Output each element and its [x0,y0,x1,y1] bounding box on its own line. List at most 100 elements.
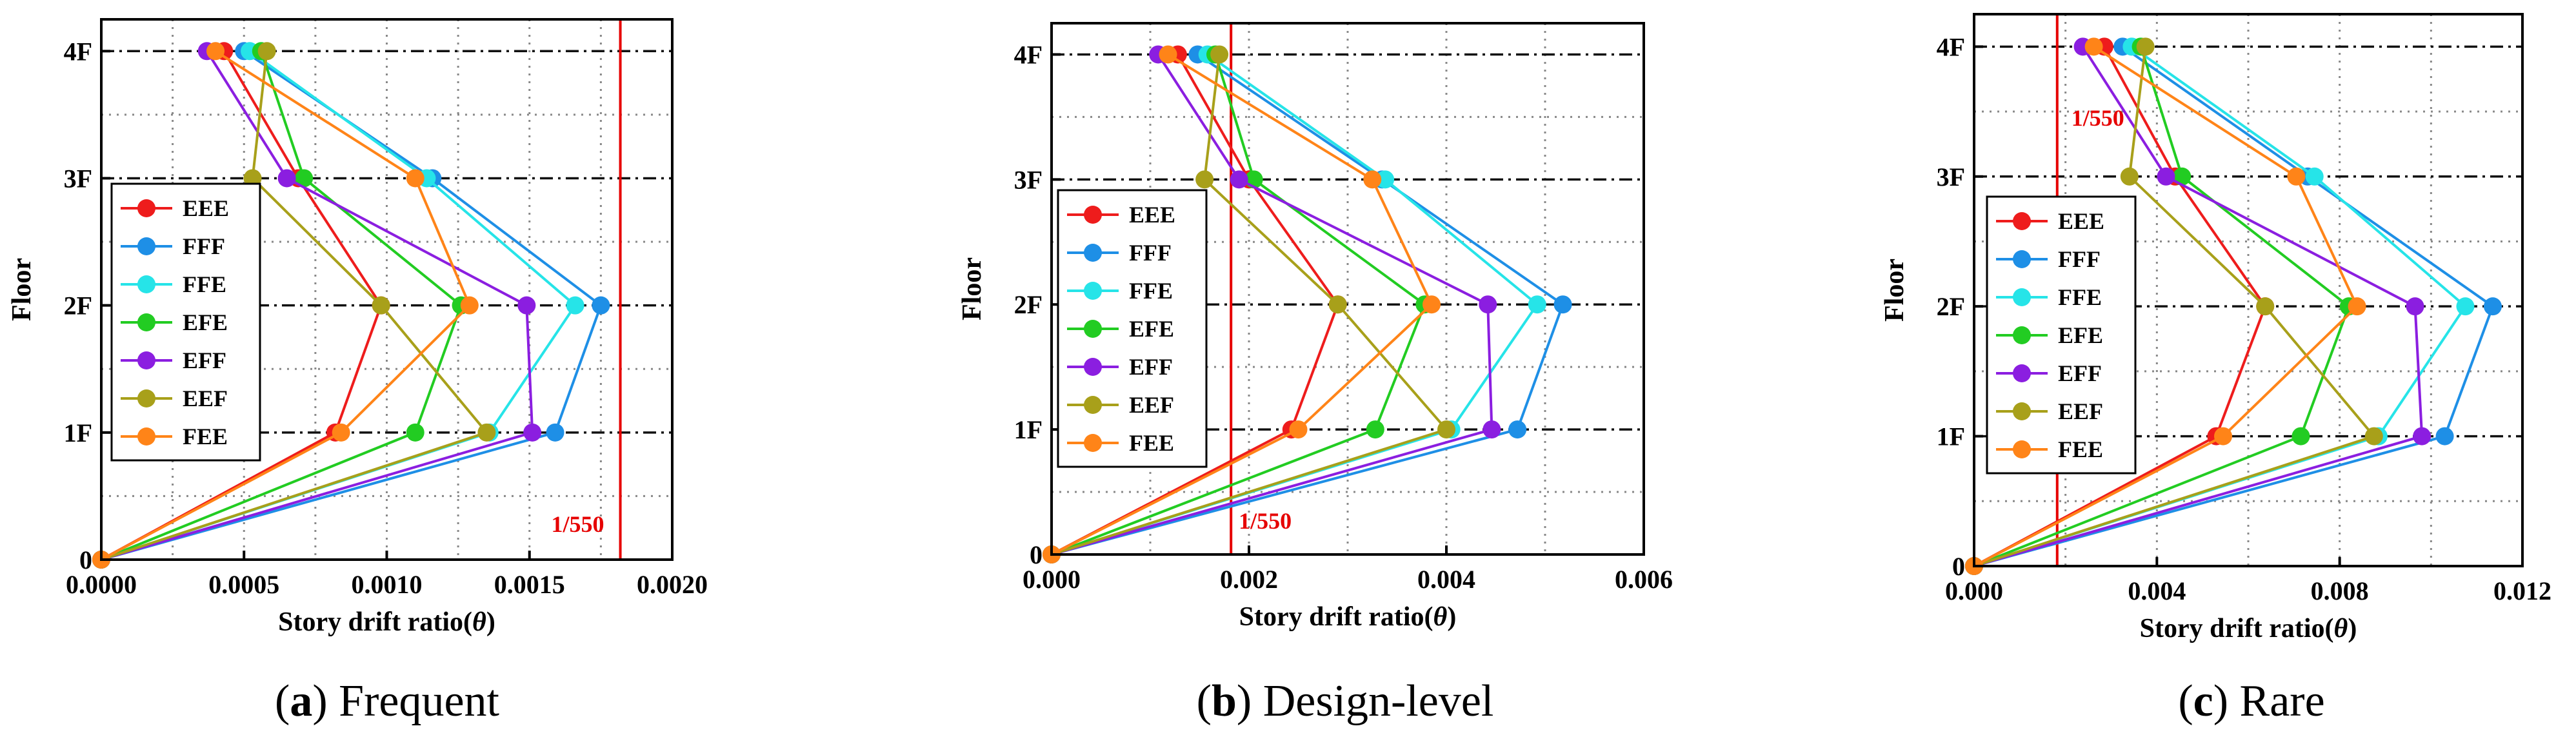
y-tick-label: 2F [1014,290,1043,319]
data-point-fee [2287,167,2306,186]
x-axis-title-close: ) [486,607,495,637]
legend-label-fee: FEE [1129,430,1174,456]
legend-label-eee: EEE [183,195,229,221]
legend-marker-ffe [2013,288,2031,306]
x-tick-label: 0.002 [1220,565,1278,594]
legend: EEE FFF FFE EFE EFF EEF FEE [1986,195,2137,475]
data-point-efe [406,423,424,442]
legend: EEE FFF FFE EFE EFF EEF FEE [1057,189,1208,468]
y-tick-label: 1F [1014,415,1043,444]
legend-label-eff: EFF [1129,354,1173,380]
data-point-eef [1328,295,1347,314]
legend-label-eef: EEF [1129,392,1174,418]
panel-caption: (b) Design-level [1197,676,1494,726]
y-tick-label: 3F [1014,165,1043,194]
x-tick-label: 0.004 [1417,565,1475,594]
legend-marker-eef [2013,402,2031,420]
caption-title: ) Design-level [1237,676,1493,726]
caption-letter: a [290,676,312,726]
caption-letter: b [1212,676,1237,726]
legend-label-fff: FFF [1129,240,1172,266]
data-point-ffe [1528,295,1546,314]
legend-label-efe: EFE [1129,316,1174,342]
y-axis-title: Floor [957,257,987,320]
legend-marker-eee [1084,206,1102,224]
legend-label-eef: EEF [2058,398,2103,424]
y-tick-label: 3F [1937,162,1965,191]
data-point-eef [257,42,276,61]
plot-frame [1050,22,1645,556]
x-tick-label: 0.000 [1023,565,1081,594]
limit-label: 1/550 [552,511,604,537]
data-point-eef [1437,420,1455,439]
y-tick-label: 1F [64,418,92,447]
legend-marker-efe [2013,326,2031,344]
x-axis-title-text: Story drift ratio( [2140,614,2334,643]
y-tick-label: 4F [1014,40,1043,69]
data-point-fee [332,423,350,442]
caption-letter: c [2193,676,2213,726]
x-tick-label: 0.0010 [352,570,423,599]
legend-label-eff: EFF [2058,360,2102,386]
data-point-efe [1366,420,1384,439]
legend-marker-fff [1084,244,1102,262]
legend-marker-ffe [137,275,155,293]
legend-marker-eff [1084,358,1102,376]
x-tick-label: 0.006 [1615,565,1673,594]
legend-label-eee: EEE [2058,208,2104,234]
legend-label-ffe: FFE [1129,278,1173,304]
data-point-eff [2413,427,2431,446]
y-axis-title: Floor [7,258,37,321]
data-point-eef [372,296,390,315]
legend-label-ffe: FFE [183,271,226,297]
legend-marker-eef [1084,396,1102,414]
data-point-eff [1479,295,1497,314]
y-tick-label: 0 [1952,552,1965,581]
legend: EEE FFF FFE EFE EFF EEF FEE [110,182,261,462]
legend-label-fee: FEE [183,424,228,449]
data-point-fff [592,296,610,315]
legend-marker-fff [2013,250,2031,268]
data-point-eef [243,169,262,188]
caption-paren-open: ( [1197,676,1212,726]
data-point-efe [2173,167,2192,186]
data-point-eff [1483,420,1501,439]
data-point-eef [477,423,496,442]
chart-panel-c: 1/550 0.000 0.004 0.008 0.012 0 1F 2F 3F 4F Story … [1880,13,2551,726]
legend-label-efe: EFE [183,309,228,335]
y-tick-label: 3F [64,164,92,193]
x-tick-label: 0.012 [2493,576,2551,605]
x-tick-label: 0.008 [2311,576,2369,605]
caption-title: ) Rare [2213,676,2325,726]
plot-frame [1973,13,2524,567]
legend-marker-eee [137,199,155,217]
data-point-fee [2084,37,2103,56]
legend-marker-eef [137,389,155,407]
y-axis-title: Floor [1880,259,1910,322]
legend-marker-fee [1084,434,1102,452]
y-tick-label: 4F [1937,32,1965,61]
data-point-ffe [2456,297,2475,316]
data-point-fee [1159,45,1177,64]
caption-paren-open: ( [2178,676,2193,726]
data-point-fee [1363,170,1382,189]
x-axis-title-close: ) [2348,614,2357,643]
data-point-ffe [2305,167,2324,186]
y-tick-label: 2F [1937,292,1965,321]
legend-label-efe: EFE [2058,322,2103,348]
data-point-ffe [1376,170,1395,189]
data-point-fee [206,42,225,61]
legend-marker-ffe [1084,282,1102,300]
limit-label: 1/550 [2072,105,2124,131]
y-tick-label: 2F [64,291,92,320]
legend-marker-eff [137,351,155,369]
legend-label-ffe: FFE [2058,284,2102,310]
chart-panel-b: 1/550 0.000 0.002 0.004 0.006 0 1F 2F 3F 4F Story … [957,22,1673,726]
data-point-fee [460,296,479,315]
x-axis-title-symbol: θ [1433,602,1448,632]
data-point-eef [2136,37,2155,56]
data-point-eef [1195,170,1214,189]
data-point-fee [406,169,424,188]
caption-paren-open: ( [275,676,290,726]
